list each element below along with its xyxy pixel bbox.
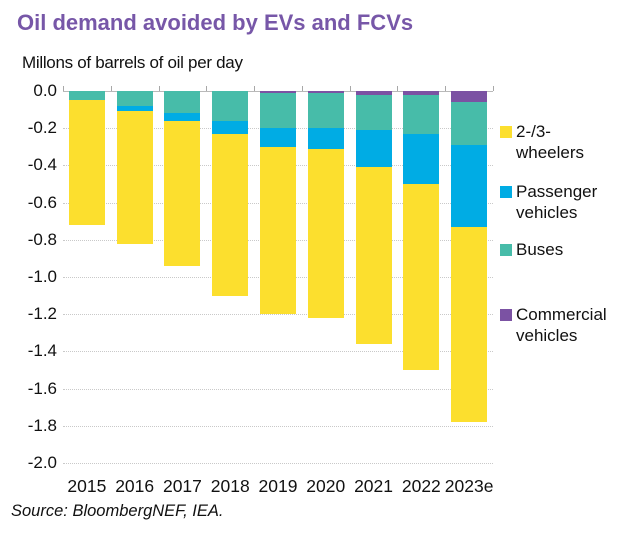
legend-label: Buses [516,240,564,259]
bar-segment [212,91,249,121]
x-tick-label: 2020 [306,476,346,496]
bar-segment [116,111,153,244]
x-tick-label: 2023e [444,476,494,496]
legend-swatch-wheelers [500,126,512,138]
bar-segment [403,184,440,370]
bar-segment [307,91,344,93]
legend-swatch-passenger [500,186,512,198]
axis-tick [158,86,160,91]
bar-segment [260,92,296,129]
legend-swatch-buses [500,244,512,256]
chart-subtitle: Millons of barrels of oil per day [22,53,243,72]
gridline [63,314,493,316]
x-tick-label: 2015 [67,476,107,496]
bar-segment [307,148,344,318]
x-tick-label: 2018 [210,476,250,496]
x-tick-label: 2022 [401,476,441,496]
y-tick-label: -1.8 [27,415,57,435]
axis-tick [493,86,494,91]
gridline [63,463,493,464]
bar-segment [451,102,488,145]
bar-segment [403,94,440,134]
y-tick-label: -1.0 [27,267,57,286]
legend-label: Passenger vehicles [516,182,598,222]
axis-tick [206,86,208,91]
gridline [63,351,493,353]
bar-segment [212,133,249,296]
y-tick-label: -0.8 [27,229,57,249]
bar-segment [355,130,392,168]
y-tick-label: -1.2 [27,304,57,324]
y-tick-label: -0.2 [27,118,57,138]
axis-tick [301,86,303,91]
bar-segment [451,226,488,423]
y-tick-label: -1.6 [27,378,57,398]
gridline [63,388,493,390]
axis-tick [63,86,64,91]
y-tick-label: -2.0 [27,453,57,472]
bar-segment [355,91,392,95]
bar-segment [403,91,440,95]
y-tick-label: -0.6 [27,192,57,212]
bar-segment [451,91,488,103]
bar-segment [212,120,249,134]
bar-segment [260,146,296,315]
bar-segment [164,113,201,121]
bar-segment [307,128,344,149]
legend-label: 2-/3- wheelers [516,122,585,162]
bar-segment [355,167,392,344]
legend-label: Commercial vehicles [516,305,607,345]
source-note: Source: BloombergNEF, IEA. [11,502,224,520]
bar-segment [355,94,392,131]
bar-segment [116,105,153,112]
y-tick-label: 0.0 [33,81,57,100]
y-tick-label: -0.4 [27,155,57,175]
axis-tick [397,86,399,91]
y-tick-label: -1.4 [27,341,57,361]
x-tick-label: 2019 [258,476,298,496]
axis-tick [110,86,112,91]
bar-segment [116,91,153,106]
x-tick-label: 2021 [354,476,394,496]
bar-segment [68,100,105,225]
gridline [63,425,493,427]
bar-segment [260,91,296,93]
axis-tick [349,86,351,91]
chart-title: Oil demand avoided by EVs and FCVs [17,10,414,35]
legend-swatch-commercial [500,309,512,321]
bar-segment [164,120,201,266]
bar-segment [260,128,296,147]
x-tick-label: 2017 [162,476,202,496]
bar-segment [68,91,105,101]
axis-tick [445,86,447,91]
axis-tick [254,86,256,91]
bar-segment [164,91,201,114]
bar-segment [403,133,440,184]
x-tick-label: 2016 [115,476,155,496]
bar-segment [307,92,344,129]
bar-segment [451,144,488,227]
